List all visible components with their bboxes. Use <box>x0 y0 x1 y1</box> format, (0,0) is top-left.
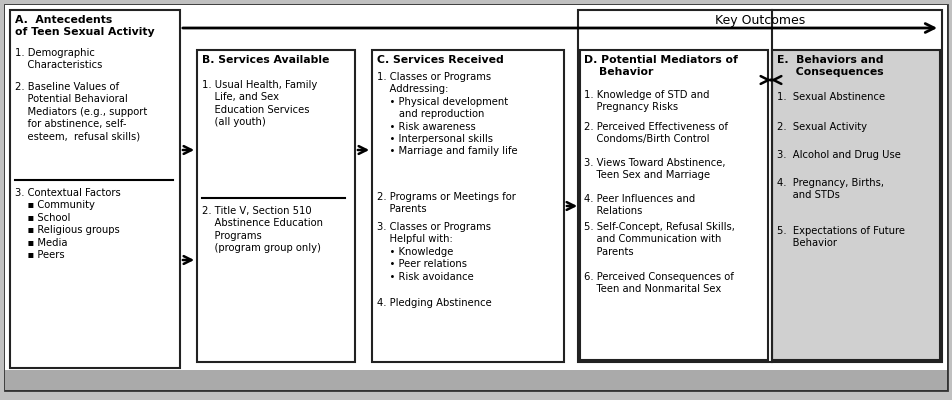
Text: 3. Classes or Programs
    Helpful with:
    • Knowledge
    • Peer relations
  : 3. Classes or Programs Helpful with: • K… <box>377 222 491 282</box>
Bar <box>5 370 947 390</box>
Text: C. Services Received: C. Services Received <box>377 55 504 65</box>
Bar <box>578 10 942 362</box>
Text: 3. Contextual Factors
    ▪ Community
    ▪ School
    ▪ Religious groups
    ▪ : 3. Contextual Factors ▪ Community ▪ Scho… <box>15 188 121 260</box>
Bar <box>10 10 180 368</box>
Text: 3.  Alcohol and Drug Use: 3. Alcohol and Drug Use <box>777 150 901 160</box>
Text: 1. Demographic
    Characteristics: 1. Demographic Characteristics <box>15 48 103 70</box>
Text: E.  Behaviors and
     Consequences: E. Behaviors and Consequences <box>777 55 883 77</box>
Text: 2.  Sexual Activity: 2. Sexual Activity <box>777 122 867 132</box>
Text: 2. Programs or Meetings for
    Parents: 2. Programs or Meetings for Parents <box>377 192 516 214</box>
Text: 5. Self-Concept, Refusal Skills,
    and Communication with
    Parents: 5. Self-Concept, Refusal Skills, and Com… <box>584 222 735 257</box>
Bar <box>197 50 355 362</box>
Text: B. Services Available: B. Services Available <box>202 55 329 65</box>
Bar <box>772 50 940 360</box>
Bar <box>372 50 564 362</box>
Text: 2. Perceived Effectiveness of
    Condoms/Birth Control: 2. Perceived Effectiveness of Condoms/Bi… <box>584 122 728 144</box>
Text: 3. Views Toward Abstinence,
    Teen Sex and Marriage: 3. Views Toward Abstinence, Teen Sex and… <box>584 158 725 180</box>
Text: 4. Pledging Abstinence: 4. Pledging Abstinence <box>377 298 492 308</box>
Text: 6. Perceived Consequences of
    Teen and Nonmarital Sex: 6. Perceived Consequences of Teen and No… <box>584 272 734 294</box>
Text: 1. Usual Health, Family
    Life, and Sex
    Education Services
    (all youth): 1. Usual Health, Family Life, and Sex Ed… <box>202 80 317 127</box>
Text: 1. Classes or Programs
    Addressing:
    • Physical development
       and rep: 1. Classes or Programs Addressing: • Phy… <box>377 72 518 156</box>
Text: 2. Title V, Section 510
    Abstinence Education
    Programs
    (program group: 2. Title V, Section 510 Abstinence Educa… <box>202 206 323 253</box>
Bar <box>580 50 768 360</box>
Text: 2. Baseline Values of
    Potential Behavioral
    Mediators (e.g., support
    : 2. Baseline Values of Potential Behavior… <box>15 82 148 142</box>
Text: Key Outcomes: Key Outcomes <box>715 14 805 27</box>
Text: 1.  Sexual Abstinence: 1. Sexual Abstinence <box>777 92 885 102</box>
Text: D. Potential Mediators of
    Behavior: D. Potential Mediators of Behavior <box>584 55 738 77</box>
Text: 4.  Pregnancy, Births,
     and STDs: 4. Pregnancy, Births, and STDs <box>777 178 884 200</box>
Text: 1. Knowledge of STD and
    Pregnancy Risks: 1. Knowledge of STD and Pregnancy Risks <box>584 90 709 112</box>
Text: A.  Antecedents
of Teen Sexual Activity: A. Antecedents of Teen Sexual Activity <box>15 15 154 37</box>
Text: 5.  Expectations of Future
     Behavior: 5. Expectations of Future Behavior <box>777 226 905 248</box>
Text: 4. Peer Influences and
    Relations: 4. Peer Influences and Relations <box>584 194 695 216</box>
